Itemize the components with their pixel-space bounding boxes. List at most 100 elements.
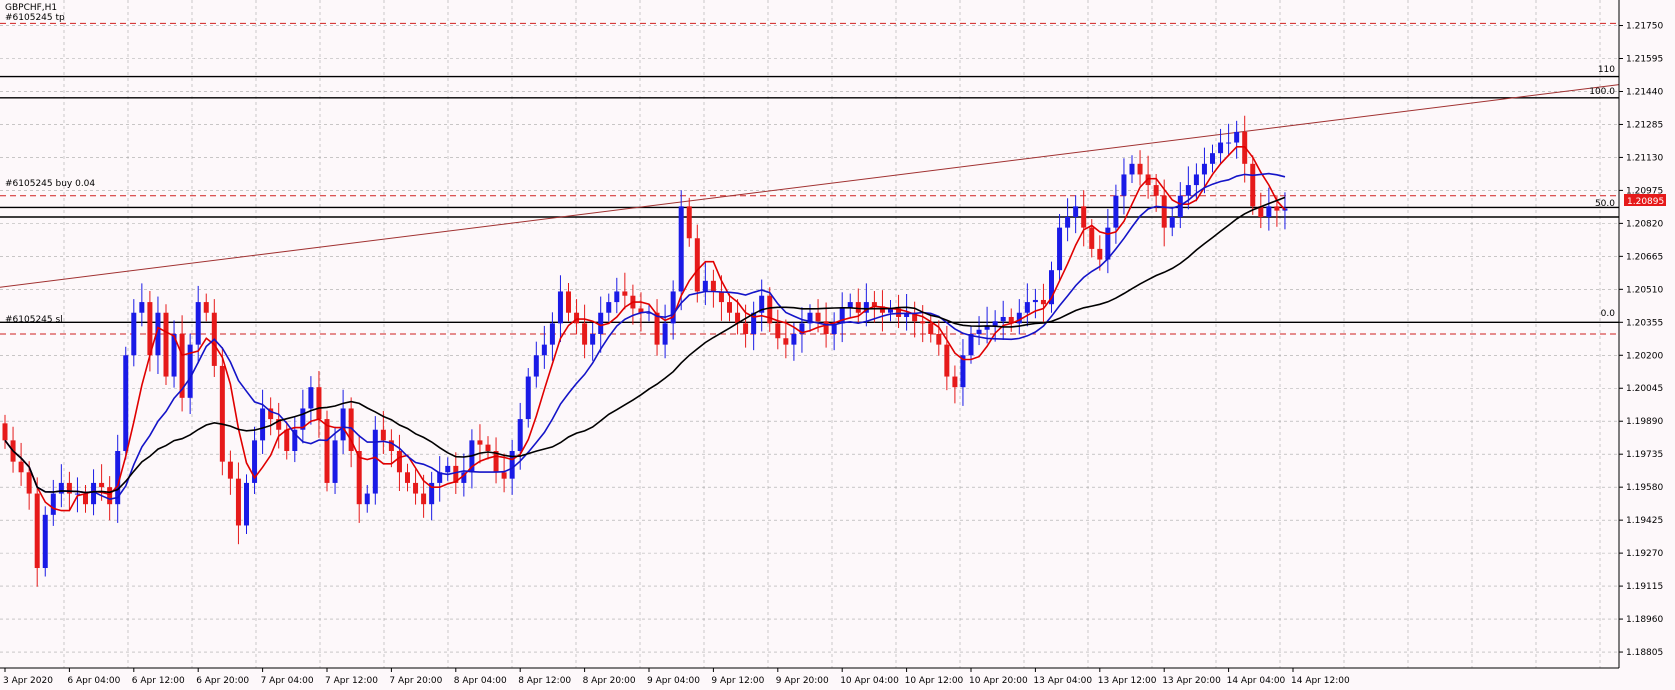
time-tick-label: 7 Apr 20:00 — [389, 676, 442, 686]
candle-body — [1089, 227, 1095, 249]
candle-body — [1234, 131, 1240, 143]
price-tick-label: 1.18960 — [1626, 615, 1663, 625]
candle-body — [646, 312, 652, 314]
time-axis: 3 Apr 2020 6 Apr 04:00 6 Apr 12:00 6 Apr 20… — [3, 668, 1350, 686]
candle-body — [678, 206, 684, 292]
candle-body — [1274, 206, 1280, 211]
candle-body — [799, 323, 805, 334]
candle-body — [300, 408, 306, 430]
candle-body — [807, 312, 813, 324]
candle-body — [654, 312, 660, 345]
sl-label[interactable]: #6105245 sl — [5, 315, 63, 325]
candle-body — [99, 482, 105, 488]
candle-body — [139, 302, 145, 313]
candle-body — [83, 493, 88, 505]
time-tick-label: 9 Apr 20:00 — [776, 676, 829, 686]
candle-body — [775, 323, 781, 339]
candle-body — [364, 493, 370, 505]
candle-body — [1024, 302, 1030, 313]
candle-body — [751, 312, 757, 334]
tp-label: #6105245 tp — [5, 13, 65, 23]
candle-body — [879, 306, 885, 313]
candle-body — [1250, 163, 1256, 207]
candle-body — [839, 308, 845, 324]
candle-body — [131, 312, 137, 356]
candle-body — [968, 334, 974, 356]
candle-body — [1065, 216, 1071, 228]
candle-body — [244, 482, 249, 526]
ma-mid-line — [4, 172, 1286, 501]
candle-body — [268, 408, 274, 420]
candle-body — [171, 334, 177, 377]
symbol-title: GBPCHF,H1 — [5, 3, 57, 13]
candle-body — [155, 312, 161, 356]
candle-body — [718, 291, 724, 303]
candle-body — [58, 482, 64, 494]
candle-body — [525, 376, 531, 420]
candle-body — [1218, 142, 1224, 154]
candle-body — [1210, 153, 1215, 164]
price-tick-label: 1.19890 — [1626, 417, 1663, 427]
price-tick-label: 1.20355 — [1626, 318, 1663, 328]
candle-body — [670, 291, 676, 324]
candle-body — [413, 482, 419, 494]
price-tick-label: 1.20820 — [1626, 219, 1663, 229]
candle-body — [1057, 227, 1063, 271]
candle-body — [437, 472, 443, 483]
candle-body — [260, 408, 266, 441]
moving-averages — [4, 146, 1286, 512]
price-tick-label: 1.21130 — [1626, 153, 1663, 163]
time-tick-label: 8 Apr 12:00 — [518, 676, 571, 686]
candle-body — [904, 312, 910, 317]
candle-body — [50, 493, 56, 515]
price-tick-label: 1.20975 — [1626, 186, 1663, 196]
candle-body — [26, 472, 32, 494]
candle-body — [1016, 312, 1022, 324]
candle-body — [1226, 142, 1232, 144]
fib-50-label: 50.0 — [1595, 199, 1615, 209]
candle-body — [195, 302, 201, 345]
candle-body — [1008, 316, 1014, 324]
candle-body — [1258, 206, 1264, 217]
current-price-value: 1.20895 — [1627, 197, 1664, 207]
candle-body — [928, 323, 934, 334]
candle-body — [187, 344, 193, 398]
candle-body — [123, 355, 129, 452]
candle-body — [1097, 248, 1103, 260]
price-tick-label: 1.19425 — [1626, 516, 1663, 526]
candle-body — [767, 295, 773, 324]
candle-body — [66, 482, 72, 494]
order-label[interactable]: #6105245 buy 0.04 — [5, 179, 95, 189]
candle-body — [405, 472, 410, 483]
candle-body — [549, 323, 555, 345]
candle-body — [396, 451, 402, 473]
time-tick-label: 6 Apr 12:00 — [132, 676, 185, 686]
candle-body — [1153, 185, 1159, 196]
candle-body — [702, 280, 708, 292]
candle-body — [348, 408, 354, 452]
time-tick-label: 8 Apr 20:00 — [583, 676, 636, 686]
trendline[interactable] — [0, 84, 1620, 288]
candle-body — [1000, 316, 1006, 322]
candle-body — [727, 302, 732, 313]
candle-body — [582, 323, 588, 345]
candle-body — [179, 334, 185, 398]
price-tick-label: 1.21440 — [1626, 87, 1663, 97]
candle-body — [1105, 227, 1111, 260]
time-tick-label: 8 Apr 04:00 — [454, 676, 507, 686]
time-tick-label: 9 Apr 04:00 — [647, 676, 700, 686]
time-tick-label: 3 Apr 2020 — [3, 676, 53, 686]
candle-body — [952, 376, 958, 388]
candle-body — [1161, 195, 1167, 228]
fib-100-label: 100.0 — [1589, 87, 1615, 97]
candle-body — [759, 295, 765, 313]
candle-body — [1032, 299, 1038, 303]
price-tick-label: 1.21595 — [1626, 55, 1663, 65]
price-tick-label: 1.19580 — [1626, 483, 1663, 493]
candle-body — [976, 329, 982, 334]
candle-body — [2, 423, 8, 441]
candle-body — [292, 429, 298, 452]
